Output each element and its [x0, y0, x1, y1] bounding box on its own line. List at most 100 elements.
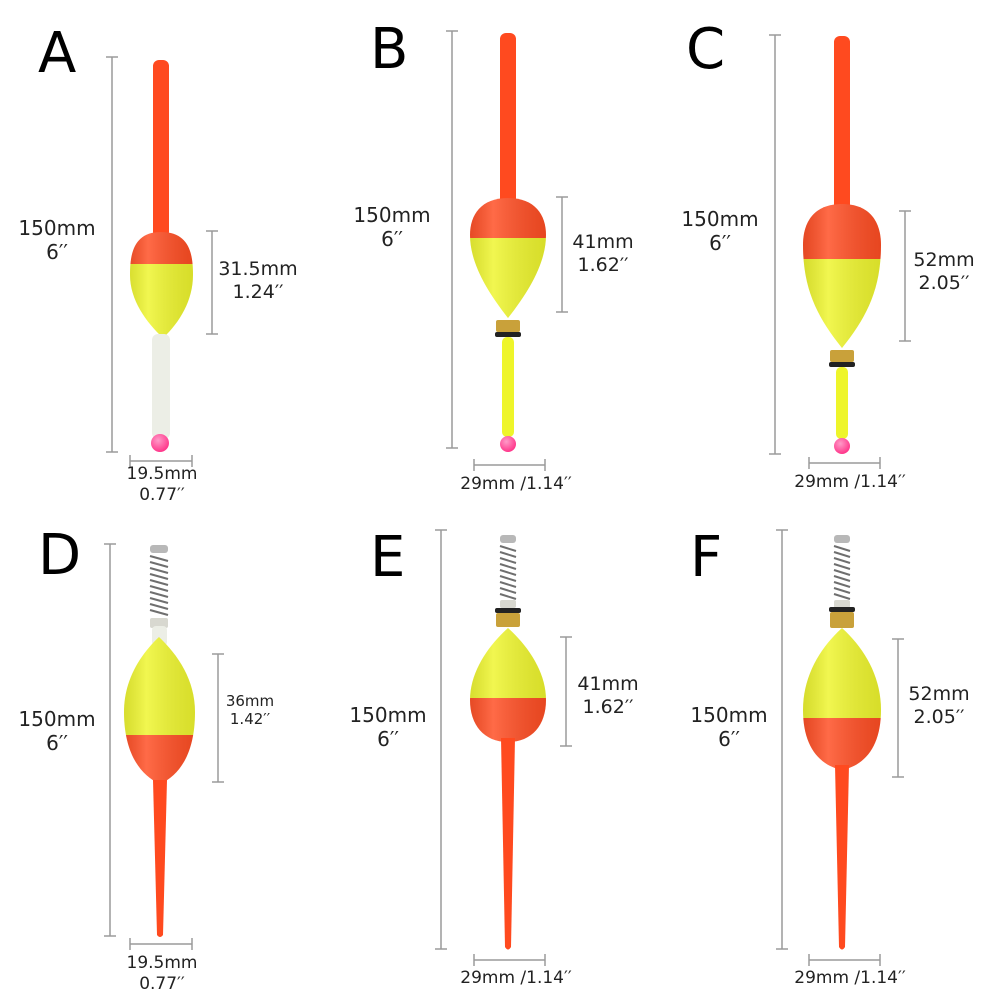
bead — [500, 436, 516, 452]
height-dimension-line — [776, 529, 788, 950]
height-label: 150mm 6′′ — [18, 707, 96, 756]
float-d — [104, 543, 224, 950]
height-label: 150mm 6′′ — [690, 703, 768, 752]
height-label: 150mm 6′′ — [681, 207, 759, 256]
height-mm: 150mm — [353, 203, 431, 227]
height-in: 6′′ — [46, 240, 68, 265]
width-label: 19.5mm 0.77′′ — [118, 953, 206, 994]
float-body — [803, 204, 881, 348]
width-dimension-line — [129, 938, 193, 950]
height-mm: 150mm — [690, 703, 768, 727]
height-in: 6′′ — [718, 727, 740, 752]
height-in: 6′′ — [377, 727, 399, 752]
antenna — [153, 60, 169, 238]
float-b — [446, 30, 568, 471]
float-letter: F — [690, 525, 723, 590]
rubber-ring — [829, 362, 855, 367]
body-in: 1.42′′ — [229, 710, 271, 729]
body-dimension-line — [560, 636, 572, 747]
stem — [152, 334, 170, 439]
rubber-ring — [495, 608, 521, 613]
body-mm: 52mm — [908, 683, 970, 705]
width-dimension-line — [473, 459, 546, 471]
brass-swivel — [830, 350, 854, 362]
width-dimension-line — [129, 455, 193, 467]
body-length-label: 52mm 2.05′′ — [903, 683, 975, 729]
body-mm: 52mm — [913, 249, 975, 271]
width-label: 29mm /1.14′′ — [782, 968, 918, 989]
tail-spike — [501, 738, 515, 950]
width-dimension-line — [473, 954, 546, 966]
float-letter: B — [370, 17, 409, 82]
body-mm: 36mm — [225, 692, 275, 710]
height-dimension-line — [769, 34, 781, 455]
float-letter: A — [38, 21, 77, 86]
height-in: 6′′ — [46, 731, 68, 756]
height-in: 6′′ — [709, 231, 731, 256]
body-length-label: 36mm 1.42′′ — [222, 692, 278, 729]
body-in: 2.05′′ — [913, 706, 965, 729]
width-label: 29mm /1.14′′ — [782, 472, 918, 493]
width-line: 29mm /1.14′′ — [460, 474, 572, 494]
body-in: 1.24′′ — [232, 281, 284, 304]
height-dimension-line — [446, 30, 458, 449]
body-dimension-line — [892, 638, 904, 778]
width-line: 29mm /1.14′′ — [794, 968, 906, 988]
float-body — [124, 637, 195, 784]
float-body — [470, 198, 546, 318]
width-in: 0.77′′ — [139, 973, 185, 994]
height-dimension-line — [435, 529, 447, 950]
brass-swivel — [830, 612, 854, 628]
height-mm: 150mm — [18, 707, 96, 731]
height-mm: 150mm — [681, 207, 759, 231]
body-mm: 41mm — [577, 673, 639, 695]
float-body — [130, 232, 193, 338]
stem — [502, 337, 514, 437]
height-in: 6′′ — [381, 227, 403, 252]
tail-spike — [835, 765, 849, 950]
float-letter: E — [370, 525, 406, 590]
brass-swivel — [496, 320, 520, 332]
body-mm: 31.5mm — [218, 258, 298, 280]
tail-spike — [153, 780, 167, 937]
spring — [499, 535, 517, 608]
body-length-label: 31.5mm 1.24′′ — [214, 258, 302, 304]
width-line: 29mm /1.14′′ — [460, 968, 572, 988]
spring — [833, 535, 851, 608]
width-mm: 19.5mm — [126, 464, 198, 484]
body-dimension-line — [212, 653, 224, 783]
width-dimension-line — [808, 457, 881, 469]
width-dimension-line — [808, 954, 881, 966]
height-label: 150mm 6′′ — [349, 703, 427, 752]
width-line: 29mm /1.14′′ — [794, 472, 906, 492]
body-dimension-line — [556, 196, 568, 313]
height-mm: 150mm — [18, 216, 96, 240]
float-letter: C — [686, 17, 726, 82]
float-body — [803, 628, 881, 770]
antenna — [834, 36, 850, 212]
rubber-ring — [829, 607, 855, 612]
float-c — [769, 34, 911, 469]
body-length-label: 41mm 1.62′′ — [572, 673, 644, 719]
width-label: 29mm /1.14′′ — [448, 474, 584, 495]
float-e — [435, 529, 572, 966]
body-mm: 41mm — [572, 231, 634, 253]
width-in: 0.77′′ — [139, 484, 185, 505]
body-in: 2.05′′ — [918, 272, 970, 295]
height-mm: 150mm — [349, 703, 427, 727]
width-label: 19.5mm 0.77′′ — [118, 464, 206, 505]
float-letter: D — [38, 523, 82, 588]
spring — [149, 545, 169, 628]
height-dimension-line — [106, 56, 118, 453]
width-label: 29mm /1.14′′ — [448, 968, 584, 989]
float-f — [776, 529, 904, 966]
antenna — [500, 33, 516, 205]
height-label: 150mm 6′′ — [18, 216, 96, 265]
brass-swivel — [496, 613, 520, 627]
float-a — [106, 56, 218, 467]
body-length-label: 41mm 1.62′′ — [567, 231, 639, 277]
height-dimension-line — [104, 543, 116, 937]
body-in: 1.62′′ — [582, 696, 634, 719]
body-dimension-line — [206, 230, 218, 335]
